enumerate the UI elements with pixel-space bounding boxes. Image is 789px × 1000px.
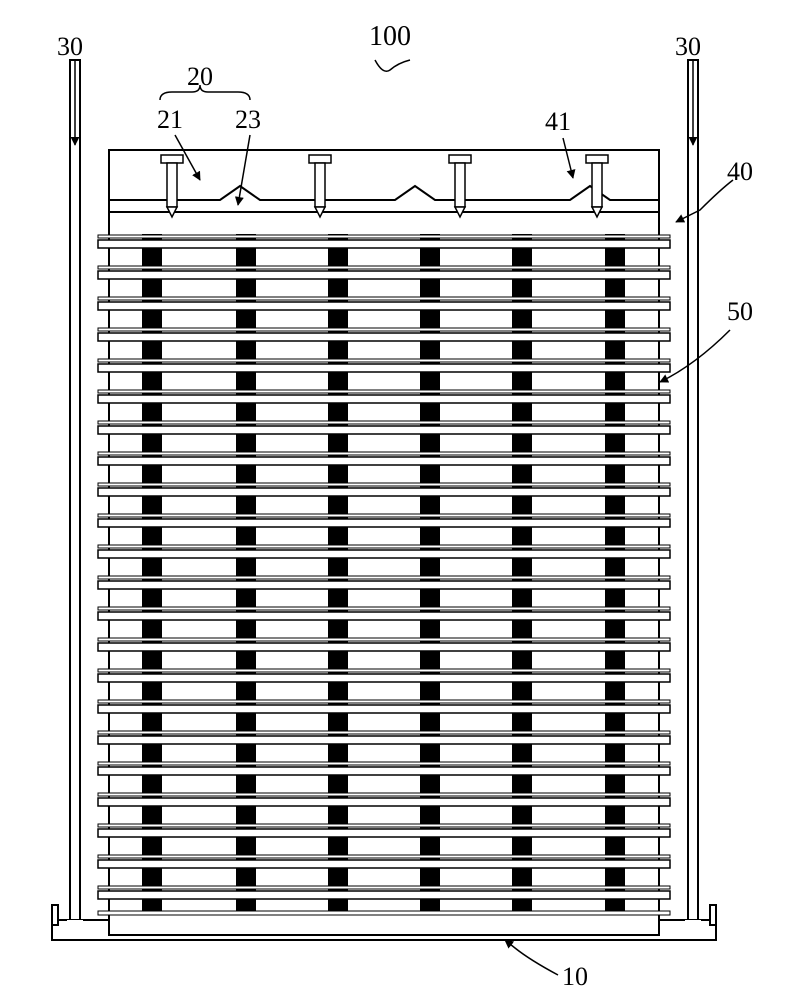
slat-top-0 <box>98 235 670 238</box>
ref-label-50: 50 <box>727 297 753 326</box>
screw-head-1 <box>309 155 331 163</box>
slat-main-10 <box>98 550 670 558</box>
structure-group <box>52 60 716 940</box>
slat-top-21 <box>98 886 670 889</box>
slat-top-4 <box>98 359 670 362</box>
mechanical-diagram: 100302021234130405010 <box>0 0 789 1000</box>
ref-label-23: 23 <box>235 105 261 134</box>
slat-top-3 <box>98 328 670 331</box>
slat-main-17 <box>98 767 670 775</box>
screw-shaft-0 <box>167 163 177 207</box>
slat-main-7 <box>98 457 670 465</box>
slat-main-9 <box>98 519 670 527</box>
screw-head-2 <box>449 155 471 163</box>
screw-head-3 <box>586 155 608 163</box>
slat-main-3 <box>98 333 670 341</box>
base-left-lip <box>52 905 58 925</box>
vertical-post-left <box>70 60 80 925</box>
slat-top-8 <box>98 483 670 486</box>
slat-main-5 <box>98 395 670 403</box>
slat-main-6 <box>98 426 670 434</box>
screw-shaft-1 <box>315 163 325 207</box>
ref-label-41: 41 <box>545 107 571 136</box>
slat-main-16 <box>98 736 670 744</box>
slat-top-11 <box>98 576 670 579</box>
slat-top-14 <box>98 669 670 672</box>
screw-shaft-2 <box>455 163 465 207</box>
slat-main-11 <box>98 581 670 589</box>
slat-top-2 <box>98 297 670 300</box>
slat-top-7 <box>98 452 670 455</box>
slat-bottom-cap <box>98 911 670 915</box>
base-right-lip <box>710 905 716 925</box>
main-ref-label: 100 <box>369 21 411 52</box>
slat-main-12 <box>98 612 670 620</box>
slat-top-10 <box>98 545 670 548</box>
ref-label-21: 21 <box>157 105 183 134</box>
slat-top-20 <box>98 855 670 858</box>
slat-top-13 <box>98 638 670 641</box>
screw-shaft-3 <box>592 163 602 207</box>
vertical-post-right <box>688 60 698 925</box>
slat-top-6 <box>98 421 670 424</box>
slat-main-8 <box>98 488 670 496</box>
base-post-notch-1 <box>685 920 701 925</box>
slat-main-15 <box>98 705 670 713</box>
slat-main-4 <box>98 364 670 372</box>
slat-main-13 <box>98 643 670 651</box>
slat-main-1 <box>98 271 670 279</box>
slat-top-15 <box>98 700 670 703</box>
ref-label-30R: 30 <box>675 32 701 61</box>
slat-top-18 <box>98 793 670 796</box>
slat-top-19 <box>98 824 670 827</box>
slat-main-18 <box>98 798 670 806</box>
base-post-notch-0 <box>67 920 83 925</box>
slat-top-17 <box>98 762 670 765</box>
ref-label-10: 10 <box>562 962 588 991</box>
slat-main-14 <box>98 674 670 682</box>
slat-main-20 <box>98 860 670 868</box>
top-bar <box>109 150 659 212</box>
slat-top-5 <box>98 390 670 393</box>
slat-top-1 <box>98 266 670 269</box>
slat-main-19 <box>98 829 670 837</box>
slat-top-16 <box>98 731 670 734</box>
slat-top-9 <box>98 514 670 517</box>
ref-label-30L: 30 <box>57 32 83 61</box>
screw-head-0 <box>161 155 183 163</box>
slat-main-21 <box>98 891 670 899</box>
slat-top-12 <box>98 607 670 610</box>
slat-main-0 <box>98 240 670 248</box>
slat-main-2 <box>98 302 670 310</box>
